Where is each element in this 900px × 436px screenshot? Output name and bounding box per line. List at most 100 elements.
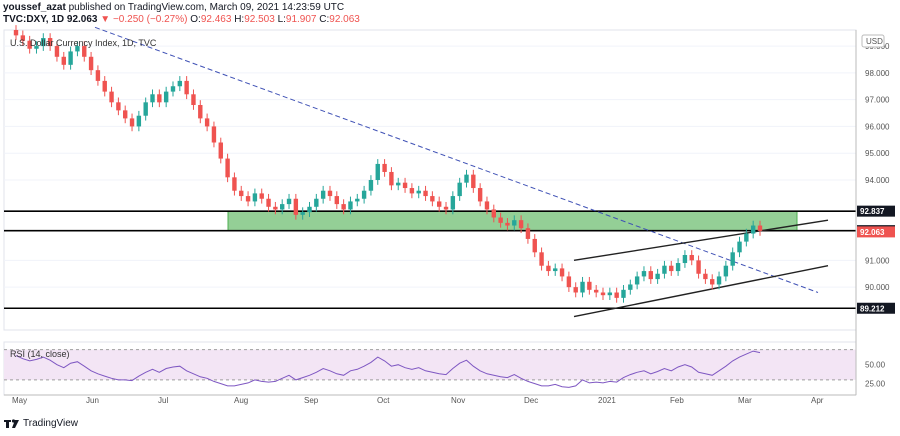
candle-body xyxy=(587,281,592,290)
candle xyxy=(580,276,585,298)
candle xyxy=(389,167,394,191)
time-tick-label: Dec xyxy=(524,396,538,405)
candle-body xyxy=(498,217,503,223)
candle xyxy=(546,260,551,276)
author-name[interactable]: youssef_azat xyxy=(3,2,66,13)
candle xyxy=(409,183,415,199)
candle-body xyxy=(744,233,749,242)
candle xyxy=(443,201,449,215)
candle xyxy=(245,191,251,207)
candle-body xyxy=(546,265,551,272)
candle-body xyxy=(320,190,326,199)
currency-badge[interactable]: USD xyxy=(861,34,885,48)
candle xyxy=(471,169,476,193)
time-tick-label: 2021 xyxy=(598,396,616,405)
candle-body xyxy=(75,46,80,52)
candle-body xyxy=(757,225,763,231)
candle-body xyxy=(553,268,558,272)
candle-body xyxy=(689,255,694,261)
candle xyxy=(593,285,599,298)
candle-body xyxy=(123,110,128,119)
candle-body xyxy=(280,204,285,210)
candle-body xyxy=(348,201,353,210)
price-tick-label: 90.000 xyxy=(865,283,890,292)
candle-body xyxy=(532,238,537,253)
candle xyxy=(757,220,763,236)
candle xyxy=(423,185,428,201)
candle-body xyxy=(634,276,640,285)
candle-body xyxy=(129,118,135,127)
time-tick-label: Jul xyxy=(158,396,168,405)
channel-lower-line[interactable] xyxy=(573,265,829,318)
channel-upper-line[interactable] xyxy=(573,219,829,262)
candle xyxy=(505,218,510,231)
descending-trendline[interactable] xyxy=(94,26,819,293)
candle xyxy=(47,33,53,51)
candle xyxy=(675,258,681,276)
candle xyxy=(102,76,107,97)
candle-body xyxy=(737,241,742,253)
candle-body xyxy=(443,206,449,210)
candle xyxy=(587,276,592,295)
candlestick-series xyxy=(13,25,763,303)
candle-body xyxy=(450,196,456,210)
candle-body xyxy=(566,276,572,288)
candle xyxy=(382,159,387,177)
candle-body xyxy=(266,198,271,207)
candle xyxy=(170,81,176,97)
candle-body xyxy=(82,46,87,57)
candle-body xyxy=(204,118,210,127)
time-tick-label: Feb xyxy=(670,396,684,405)
price-tick-label: 97.000 xyxy=(865,96,890,105)
candle xyxy=(75,41,80,57)
candle-body xyxy=(34,46,39,49)
candle-body xyxy=(41,38,46,47)
candle xyxy=(27,35,32,54)
candle xyxy=(61,51,66,70)
candle-body xyxy=(300,212,305,215)
candle-body xyxy=(430,196,435,202)
candle xyxy=(293,193,299,220)
candle xyxy=(566,271,572,292)
candle-body xyxy=(648,271,653,280)
candle-body xyxy=(163,91,169,103)
candle-body xyxy=(273,206,278,210)
candle xyxy=(266,193,271,212)
price-tag: 89.212 xyxy=(857,302,895,314)
rsi-band xyxy=(4,349,856,380)
candle-body xyxy=(491,209,496,218)
candle xyxy=(600,287,606,300)
candle-body xyxy=(252,193,258,202)
candle-body xyxy=(723,265,729,277)
candle-body xyxy=(191,94,196,105)
price-change: −0.250 (−0.27%) xyxy=(112,14,188,25)
candle-body xyxy=(730,252,735,266)
candle xyxy=(696,255,701,279)
candle-body xyxy=(464,174,469,183)
candle-body xyxy=(20,35,26,41)
close-label: C: xyxy=(319,14,330,25)
last-price: 92.063 xyxy=(66,14,98,25)
candle xyxy=(737,236,742,258)
tradingview-branding[interactable]: TradingView xyxy=(4,418,78,429)
candle xyxy=(34,41,39,54)
candle-body xyxy=(157,94,162,103)
open-label: O: xyxy=(190,14,201,25)
candle-body xyxy=(232,177,237,191)
price-tag-label: 89.212 xyxy=(860,304,885,313)
candle xyxy=(20,30,26,46)
candle xyxy=(628,279,633,295)
candle xyxy=(648,266,653,284)
candle-body xyxy=(116,102,121,111)
candle xyxy=(218,137,223,164)
candle xyxy=(123,105,128,124)
candle-body xyxy=(682,255,688,264)
candle-body xyxy=(341,204,346,210)
candle-body xyxy=(423,190,428,197)
candle-body xyxy=(61,56,66,65)
candle-body xyxy=(307,206,312,213)
candle-body xyxy=(95,70,101,81)
rsi-tick-label: 50.00 xyxy=(865,361,886,370)
price-tick-label: 91.000 xyxy=(865,256,890,265)
